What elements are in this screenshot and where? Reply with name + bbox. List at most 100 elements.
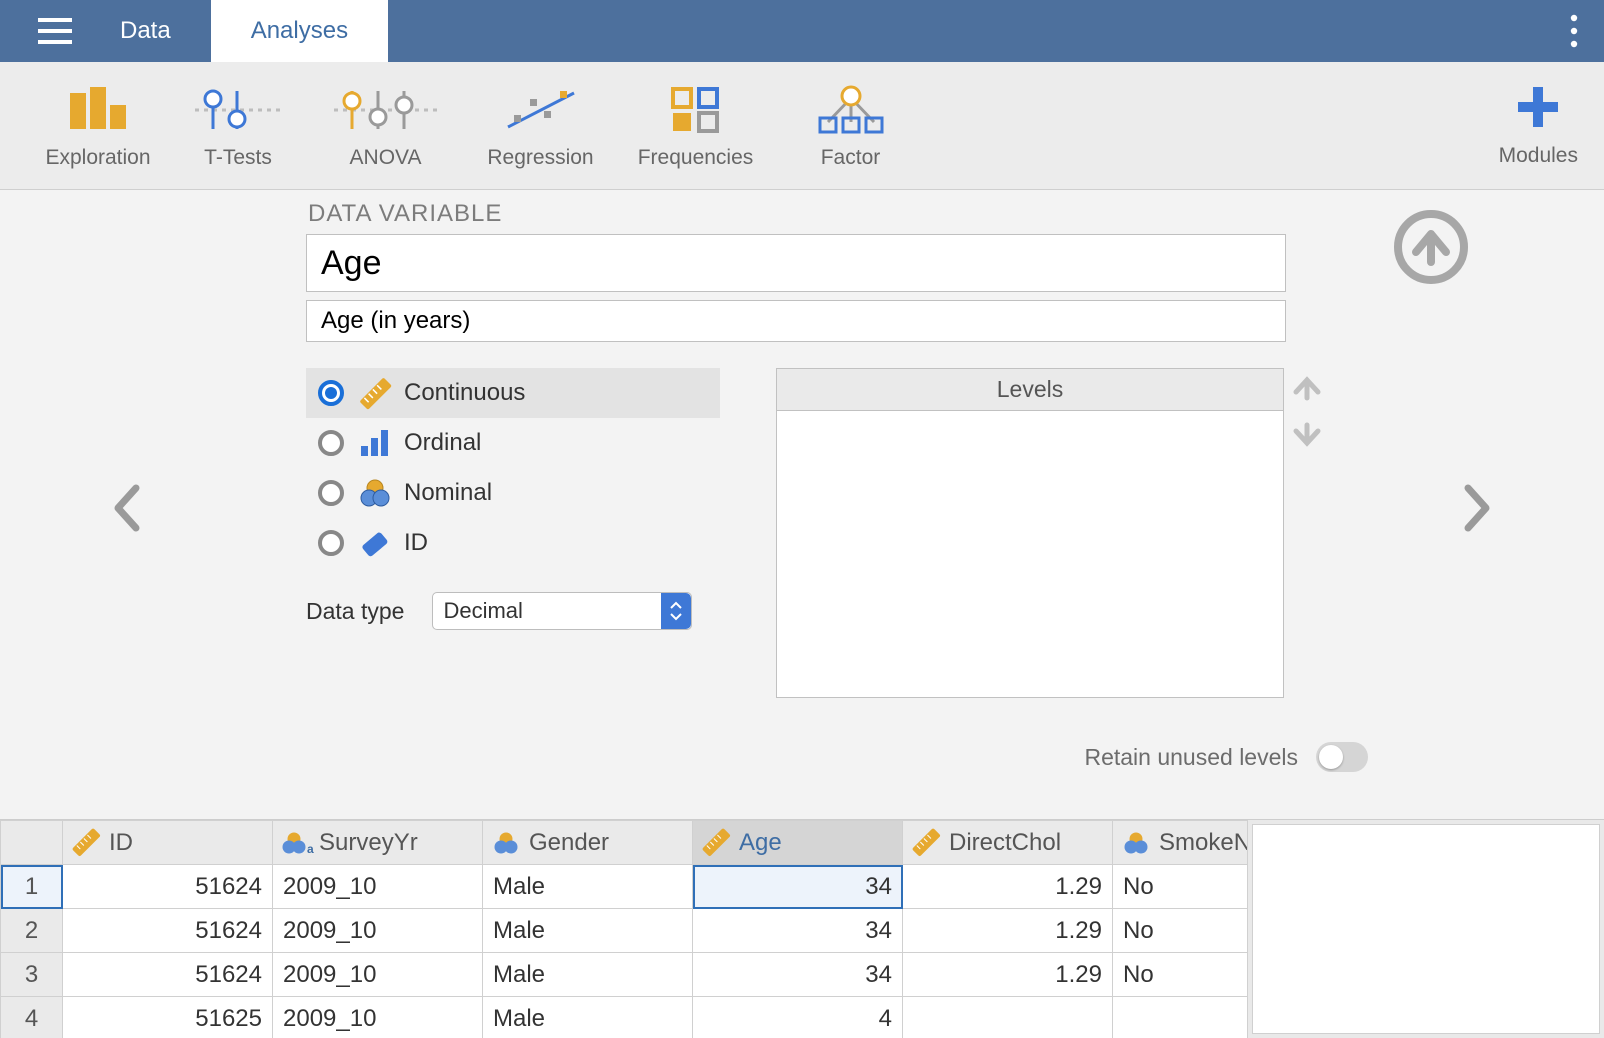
tab-data[interactable]: Data <box>80 0 211 62</box>
measure-type-nominal[interactable]: Nominal <box>306 468 720 518</box>
retain-unused-row: Retain unused levels <box>1084 742 1368 772</box>
measure-type-nominal-label: Nominal <box>404 479 492 507</box>
factor-icon <box>816 82 886 138</box>
measure-type-list: Continuous Ordinal Nomin <box>306 368 720 568</box>
results-page <box>1252 824 1600 1034</box>
next-variable-button[interactable] <box>1450 470 1504 546</box>
row-header[interactable]: 3 <box>1 953 63 997</box>
datatype-select[interactable]: Decimal <box>432 592 692 630</box>
measure-type-ordinal[interactable]: Ordinal <box>306 418 720 468</box>
radio-icon <box>318 530 344 556</box>
grid-col-SmokeNow[interactable]: SmokeN <box>1113 821 1249 865</box>
variable-editor: DATA VARIABLE <box>0 190 1604 820</box>
cell-SurveyYr[interactable]: 2009_10 <box>273 909 483 953</box>
cell-Age[interactable]: 4 <box>693 997 903 1038</box>
cell-ID[interactable]: 51624 <box>63 909 273 953</box>
results-pane <box>1248 820 1604 1038</box>
cell-SurveyYr[interactable]: 2009_10 <box>273 865 483 909</box>
section-label: DATA VARIABLE <box>308 200 502 228</box>
ordinal-bars-icon <box>358 426 392 460</box>
measure-type-id-label: ID <box>404 529 428 557</box>
ribbon-frequencies[interactable]: Frequencies <box>618 82 773 170</box>
tab-analyses[interactable]: Analyses <box>211 0 388 62</box>
ribbon-frequencies-label: Frequencies <box>638 146 754 170</box>
kebab-icon <box>1570 14 1578 48</box>
cell-Gender[interactable]: Male <box>483 909 693 953</box>
cell-Age[interactable]: 34 <box>693 909 903 953</box>
grid-body: 1516242009_10Male341.29No2516242009_10Ma… <box>1 865 1249 1038</box>
continuous-icon <box>703 831 731 855</box>
cell-SurveyYr[interactable]: 2009_10 <box>273 997 483 1038</box>
grid-col-SurveyYr[interactable]: aSurveyYr <box>273 821 483 865</box>
cell-SmokeNow[interactable]: No <box>1113 909 1249 953</box>
variable-name-input[interactable] <box>306 234 1286 292</box>
continuous-icon <box>913 831 941 855</box>
cell-SurveyYr[interactable]: 2009_10 <box>273 953 483 997</box>
row-header[interactable]: 2 <box>1 909 63 953</box>
cell-DirectChol[interactable]: 1.29 <box>903 953 1113 997</box>
radio-icon <box>318 430 344 456</box>
ribbon-regression-label: Regression <box>487 146 593 170</box>
cell-ID[interactable]: 51624 <box>63 865 273 909</box>
cell-SmokeNow[interactable] <box>1113 997 1249 1038</box>
collapse-editor-button[interactable] <box>1392 208 1470 286</box>
cell-Gender[interactable]: Male <box>483 997 693 1038</box>
analyses-ribbon: Exploration T-Tests AN <box>0 62 1604 190</box>
grid-header-row: IDaSurveyYrGenderAgeDirectCholSmokeN <box>1 821 1249 865</box>
cell-Age[interactable]: 34 <box>693 865 903 909</box>
row-header[interactable]: 4 <box>1 997 63 1038</box>
arrow-down-icon <box>1292 423 1322 449</box>
exploration-icon <box>68 82 128 138</box>
ribbon-modules[interactable]: Modules <box>1499 83 1578 168</box>
cell-DirectChol[interactable] <box>903 997 1113 1038</box>
ribbon-ttests[interactable]: T-Tests <box>168 82 308 170</box>
datatype-value: Decimal <box>443 598 522 624</box>
cell-Gender[interactable]: Male <box>483 865 693 909</box>
measure-type-id[interactable]: ID <box>306 518 720 568</box>
retain-toggle[interactable] <box>1316 742 1368 772</box>
cell-Age[interactable]: 34 <box>693 953 903 997</box>
level-move-down[interactable] <box>1292 423 1328 454</box>
grid-corner <box>1 821 63 865</box>
cell-DirectChol[interactable]: 1.29 <box>903 865 1113 909</box>
topbar: Data Analyses <box>0 0 1604 62</box>
cell-SmokeNow[interactable]: No <box>1113 953 1249 997</box>
cell-ID[interactable]: 51624 <box>63 953 273 997</box>
level-move-up[interactable] <box>1292 374 1328 405</box>
table-row[interactable]: 4516252009_10Male4 <box>1 997 1249 1038</box>
grid-col-Gender[interactable]: Gender <box>483 821 693 865</box>
ribbon-factor[interactable]: Factor <box>773 82 928 170</box>
ribbon-anova[interactable]: ANOVA <box>308 82 463 170</box>
table-row[interactable]: 1516242009_10Male341.29No <box>1 865 1249 909</box>
ribbon-exploration-label: Exploration <box>45 146 150 170</box>
ribbon-ttests-label: T-Tests <box>204 146 272 170</box>
ttests-icon <box>195 82 281 138</box>
retain-label: Retain unused levels <box>1084 744 1298 771</box>
cell-DirectChol[interactable]: 1.29 <box>903 909 1113 953</box>
measure-type-continuous[interactable]: Continuous <box>306 368 720 418</box>
prev-variable-button[interactable] <box>100 470 154 546</box>
hamburger-menu[interactable] <box>30 0 80 62</box>
table-row[interactable]: 3516242009_10Male341.29No <box>1 953 1249 997</box>
cell-SmokeNow[interactable]: No <box>1113 865 1249 909</box>
ribbon-regression[interactable]: Regression <box>463 82 618 170</box>
kebab-menu[interactable] <box>1544 0 1604 62</box>
measure-type-continuous-label: Continuous <box>404 379 525 407</box>
table-row[interactable]: 2516242009_10Male341.29No <box>1 909 1249 953</box>
grid-col-ID[interactable]: ID <box>63 821 273 865</box>
ribbon-anova-label: ANOVA <box>350 146 422 170</box>
nominal-circles-icon <box>358 476 392 510</box>
cell-Gender[interactable]: Male <box>483 953 693 997</box>
ruler-icon <box>358 376 392 410</box>
continuous-icon <box>73 831 101 855</box>
row-header[interactable]: 1 <box>1 865 63 909</box>
cell-ID[interactable]: 51625 <box>63 997 273 1038</box>
grid-col-Age[interactable]: Age <box>693 821 903 865</box>
modules-plus-icon <box>1514 83 1562 136</box>
nominal-icon <box>493 831 521 855</box>
levels-box: Levels <box>776 368 1284 698</box>
variable-description-input[interactable] <box>306 300 1286 342</box>
data-grid[interactable]: IDaSurveyYrGenderAgeDirectCholSmokeN 151… <box>0 820 1248 1038</box>
grid-col-DirectChol[interactable]: DirectChol <box>903 821 1113 865</box>
ribbon-exploration[interactable]: Exploration <box>28 82 168 170</box>
